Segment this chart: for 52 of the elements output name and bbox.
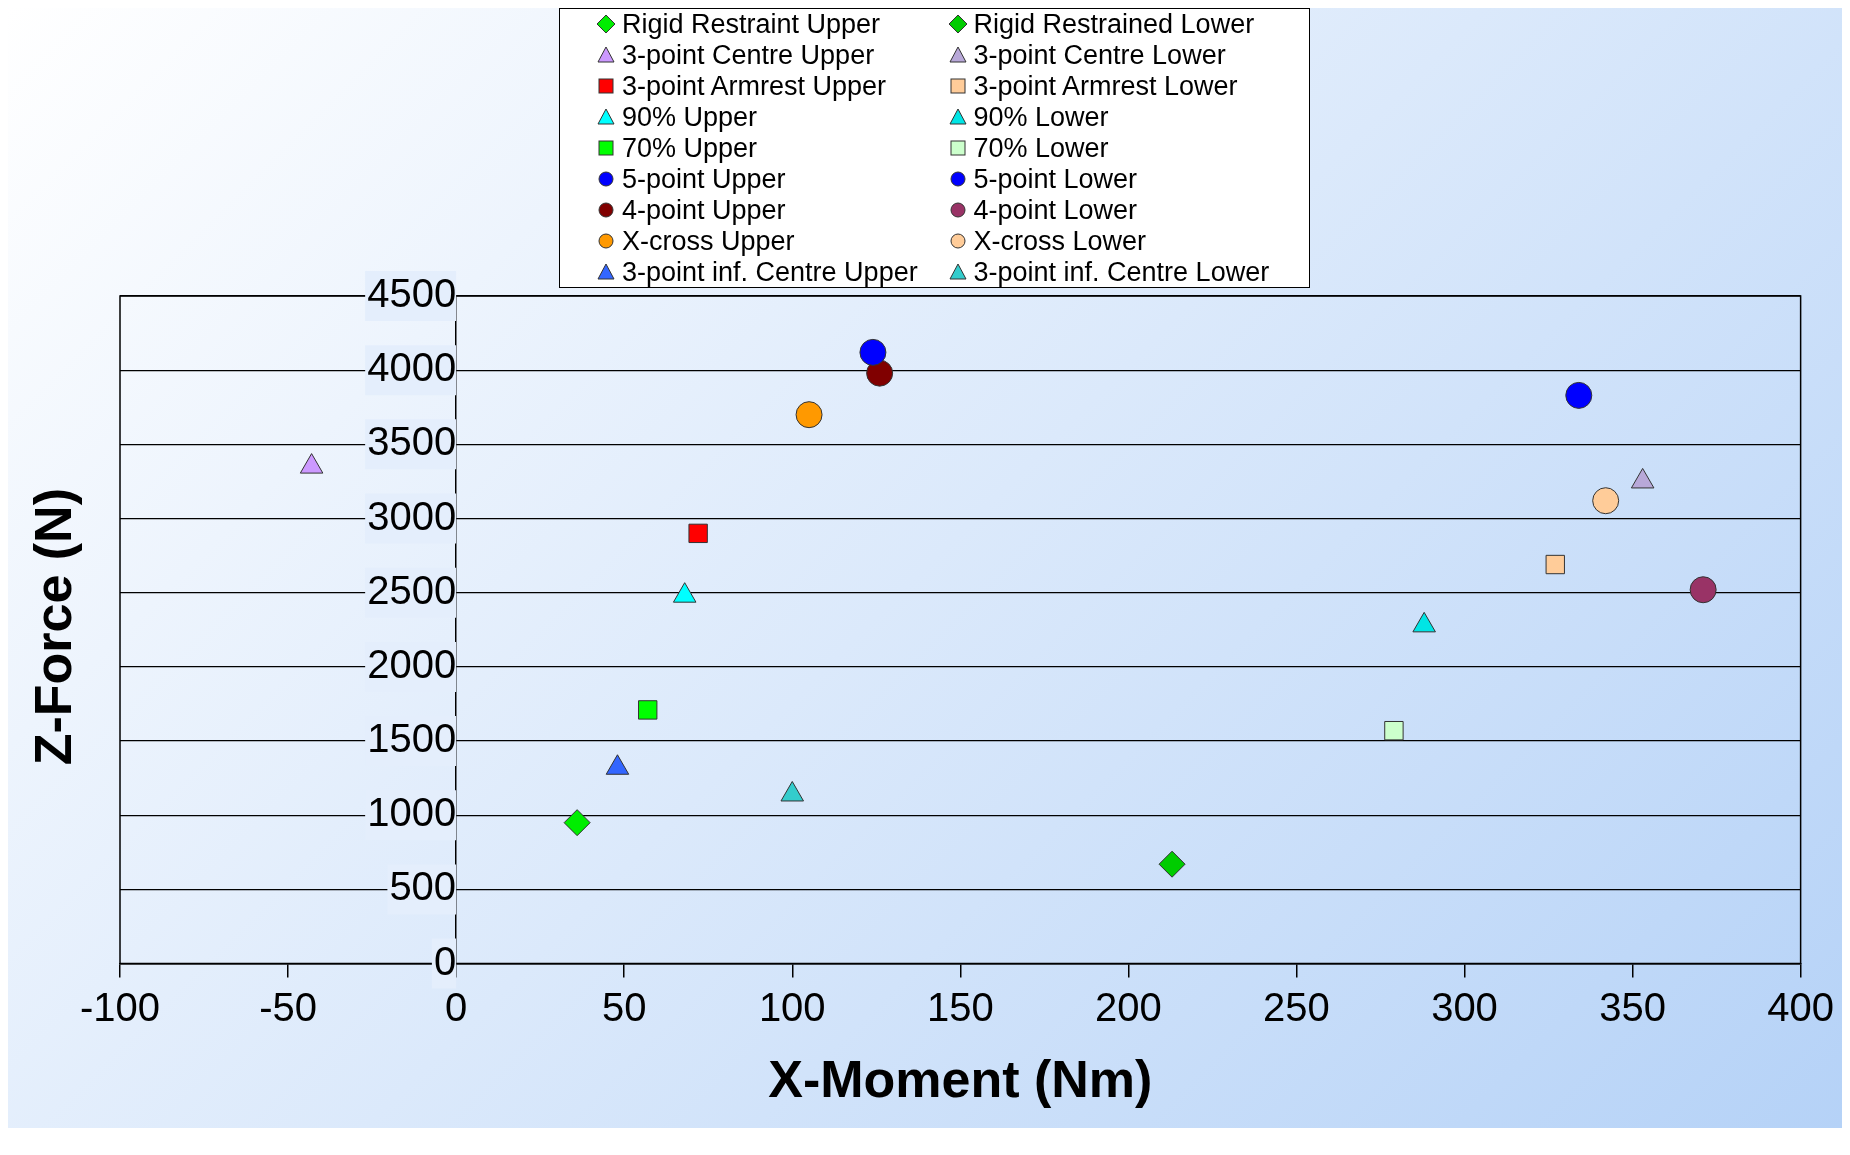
y-tick-label: 500 — [389, 864, 457, 909]
legend-label: 5-point Lower — [973, 164, 1138, 194]
point — [638, 700, 658, 720]
point — [1592, 487, 1620, 515]
x-tick-label: 300 — [1431, 984, 1498, 1029]
y-tick-label: 3500 — [367, 419, 457, 464]
point — [866, 359, 894, 387]
point — [859, 338, 887, 366]
y-tick-label: 1000 — [367, 790, 457, 835]
point — [1565, 381, 1593, 409]
point — [1689, 576, 1717, 604]
legend-label: 3-point inf. Centre Upper — [622, 257, 918, 287]
point — [1158, 850, 1186, 878]
y-tick-label: 4500 — [367, 271, 457, 316]
y-tick-label: 2000 — [367, 641, 457, 686]
legend-label: 3-point inf. Centre Lower — [973, 257, 1270, 287]
x-tick-label: 50 — [601, 984, 647, 1029]
y-tick-label: 2500 — [367, 567, 457, 612]
legend-label: Rigid Restrained Lower — [973, 9, 1255, 39]
point — [1545, 554, 1565, 575]
x-tick-label: -100 — [79, 984, 161, 1029]
legend-label: 90% Lower — [973, 102, 1109, 132]
x-tick-label: 100 — [758, 984, 826, 1029]
legend-label: 5-point Upper — [622, 164, 786, 194]
legend-label: 70% Lower — [973, 133, 1109, 163]
legend-label: X-cross Upper — [622, 226, 795, 256]
x-tick-label: 400 — [1767, 984, 1835, 1029]
legend-label: X-cross Lower — [973, 226, 1147, 256]
legend-label: 3-point Armrest Upper — [622, 71, 887, 101]
legend-label: 3-point Armrest Lower — [973, 71, 1238, 101]
x-tick-label: 200 — [1095, 984, 1162, 1029]
y-tick-label: 1500 — [367, 716, 457, 761]
point — [795, 401, 823, 429]
point — [688, 523, 708, 544]
x-tick-label: 250 — [1263, 984, 1330, 1029]
y-tick-label: 3000 — [367, 493, 457, 538]
point — [563, 809, 591, 837]
y-tick-label: 0 — [433, 938, 457, 983]
x-tick-label: 350 — [1599, 984, 1666, 1029]
legend-label: 90% Upper — [622, 102, 758, 132]
legend-label: 70% Upper — [622, 133, 758, 163]
point — [1384, 720, 1404, 741]
legend-label: 4-point Lower — [973, 195, 1138, 225]
x-tick-label: 150 — [926, 984, 994, 1029]
legend-label: Rigid Restraint Upper — [622, 9, 881, 39]
y-axis-title: Z-Force (N) — [23, 488, 83, 766]
legend-label: 3-point Centre Lower — [973, 40, 1226, 70]
x-tick-label: -50 — [259, 984, 317, 1029]
x-axis-title: X-Moment (Nm) — [768, 1050, 1153, 1109]
y-tick-label: 4000 — [367, 345, 457, 390]
legend-label: 3-point Centre Upper — [622, 40, 875, 70]
legend-label: 4-point Upper — [622, 195, 786, 225]
